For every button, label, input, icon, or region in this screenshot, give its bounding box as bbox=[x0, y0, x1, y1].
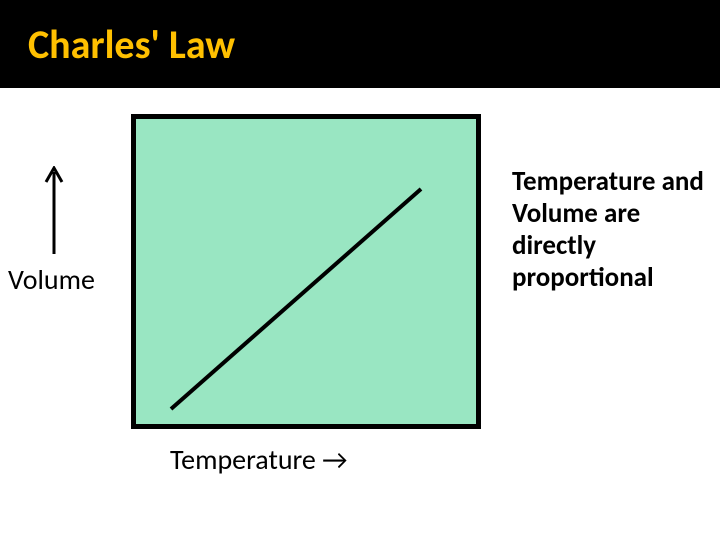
x-axis-label: Temperature → bbox=[170, 442, 348, 477]
title-bar: Charles' Law bbox=[0, 0, 720, 88]
chart-background bbox=[136, 119, 476, 424]
chart-box bbox=[131, 114, 481, 429]
page-title: Charles' Law bbox=[28, 20, 235, 69]
y-axis-arrow-icon bbox=[44, 166, 64, 254]
content-area: (function(){ const d = JSON.parse(docume… bbox=[0, 88, 720, 540]
y-axis-label: Volume bbox=[8, 262, 95, 297]
annotation-text: Temperature and Volume are directly prop… bbox=[512, 166, 708, 293]
